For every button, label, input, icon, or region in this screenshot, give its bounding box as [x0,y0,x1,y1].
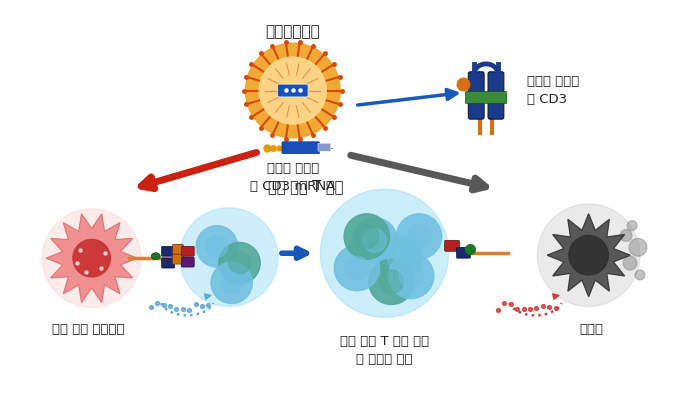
FancyBboxPatch shape [468,72,484,119]
Circle shape [620,229,632,241]
FancyBboxPatch shape [181,257,194,267]
Circle shape [379,270,403,294]
Circle shape [369,259,414,304]
Text: 세포막 발현형
항 CD3: 세포막 발현형 항 CD3 [528,75,580,106]
Circle shape [211,262,253,304]
Text: 암세포: 암세포 [580,323,603,336]
Circle shape [196,225,237,267]
Circle shape [389,253,434,298]
Text: 세포막 발현형
항 CD3 mRNA: 세포막 발현형 항 CD3 mRNA [250,162,335,193]
FancyBboxPatch shape [172,254,183,264]
Circle shape [569,235,608,275]
Circle shape [220,272,242,294]
FancyBboxPatch shape [456,247,470,258]
Circle shape [344,214,389,259]
Circle shape [377,235,422,281]
Circle shape [42,209,141,308]
Circle shape [206,235,228,257]
Polygon shape [547,214,630,296]
Polygon shape [46,214,137,302]
FancyBboxPatch shape [444,241,459,251]
Text: 종양 관련 대식세포: 종양 관련 대식세포 [52,323,125,336]
Circle shape [229,252,251,274]
FancyBboxPatch shape [162,258,174,268]
FancyBboxPatch shape [282,142,319,154]
Text: 종양 침윤 T 세포: 종양 침윤 T 세포 [268,179,343,194]
Circle shape [219,243,260,284]
Circle shape [627,221,637,231]
Circle shape [623,256,637,270]
Circle shape [399,264,423,288]
Circle shape [635,270,645,280]
Circle shape [259,57,326,124]
Circle shape [363,229,386,252]
Circle shape [355,225,379,248]
Circle shape [345,256,369,280]
Circle shape [396,214,442,259]
Circle shape [352,218,398,263]
Circle shape [388,246,411,270]
FancyBboxPatch shape [466,91,507,103]
Text: 지질나노입자: 지질나노입자 [265,24,320,39]
FancyBboxPatch shape [181,246,194,256]
Circle shape [334,245,379,291]
Circle shape [321,189,449,317]
Circle shape [246,43,340,138]
Text: 종양 침윤 T 세포 증식
및 암세포 사멸: 종양 침윤 T 세포 증식 및 암세포 사멸 [340,335,429,366]
Circle shape [407,225,431,248]
FancyBboxPatch shape [277,84,308,97]
Ellipse shape [151,253,160,260]
FancyBboxPatch shape [162,246,174,256]
Circle shape [179,208,278,306]
Circle shape [629,239,647,256]
Circle shape [538,204,640,306]
FancyBboxPatch shape [318,143,331,151]
Circle shape [73,239,111,277]
FancyBboxPatch shape [172,244,183,254]
FancyBboxPatch shape [488,72,504,119]
